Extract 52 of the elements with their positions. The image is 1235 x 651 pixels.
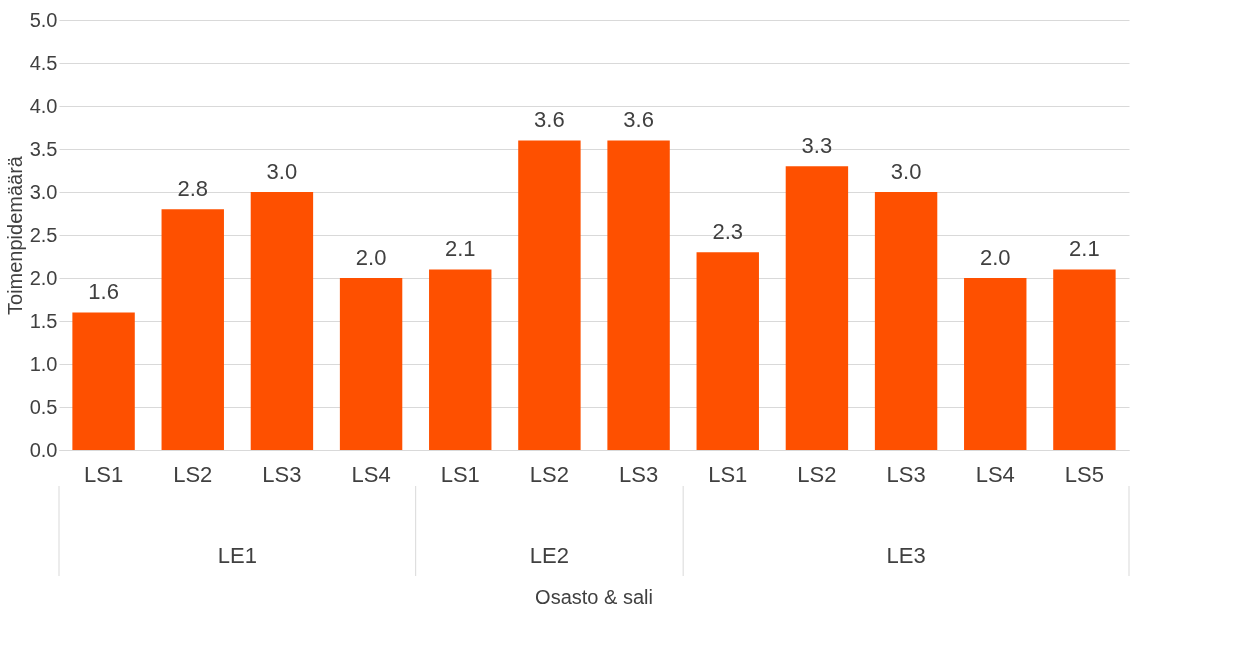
bar [161, 209, 224, 450]
y-tick-label: 2.0 [29, 266, 58, 289]
y-tick-label: 2.5 [29, 223, 58, 246]
y-tick-label: 5.0 [29, 8, 58, 31]
x-tick-label: LS3 [262, 461, 302, 487]
text: LE3 [886, 543, 926, 568]
y-tick-label: 3.5 [29, 137, 58, 160]
x-tick-label: LS2 [173, 461, 213, 487]
data-label: 2.3 [712, 219, 744, 245]
y-tick-label: 4.5 [29, 51, 58, 74]
data-label: 2.1 [444, 236, 476, 262]
data-label: 3.6 [623, 107, 654, 133]
text: LE2 [529, 543, 569, 568]
data-label: 3.0 [266, 159, 298, 184]
bar [518, 140, 581, 450]
data-label: 3.6 [534, 107, 565, 133]
bar [72, 312, 135, 450]
y-tick-label: 3.0 [29, 180, 58, 203]
bar [250, 192, 314, 450]
x-tick-label: LS1 [708, 461, 748, 487]
data-label: 2.8 [177, 176, 209, 202]
y-tick-label: 1.0 [29, 352, 58, 375]
data-label: 2.0 [355, 245, 387, 270]
bar [874, 192, 938, 450]
bar [785, 166, 849, 450]
y-tick-label: 0.5 [29, 395, 58, 418]
x-tick-label: LS3 [619, 461, 659, 487]
bar [696, 252, 759, 450]
text: Osasto & sali [535, 586, 653, 608]
x-tick-label: LS5 [1064, 461, 1104, 487]
data-label: 2.1 [1069, 236, 1100, 262]
x-tick-label: LS1 [84, 461, 124, 487]
x-tick-label: LS3 [886, 461, 926, 487]
y-tick-label: 0.0 [29, 438, 58, 461]
data-label: 3.0 [890, 159, 922, 184]
bar [339, 278, 403, 450]
data-label: 2.0 [979, 245, 1011, 270]
y-tick-label: 4.0 [29, 94, 58, 117]
data-label: 1.6 [88, 279, 119, 305]
text: LE1 [217, 543, 257, 568]
bar [1053, 269, 1116, 450]
bar [429, 269, 492, 450]
x-tick-label: LS2 [529, 461, 569, 487]
data-label: 3.3 [801, 133, 833, 159]
y-tick-label: 1.5 [29, 309, 58, 332]
x-tick-label: LS4 [975, 461, 1015, 487]
y-axis-title: Toimenpidemäärä [3, 155, 26, 315]
x-tick-label: LS2 [797, 461, 837, 487]
x-tick-label: LS4 [351, 461, 391, 487]
bar [964, 278, 1027, 450]
bar [607, 140, 670, 450]
x-tick-label: LS1 [440, 461, 480, 487]
